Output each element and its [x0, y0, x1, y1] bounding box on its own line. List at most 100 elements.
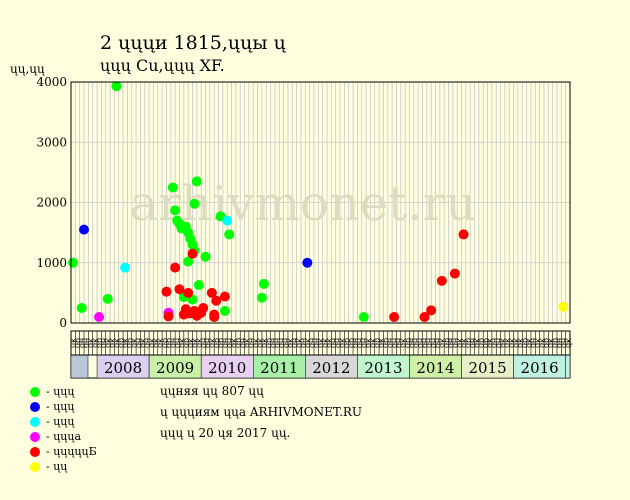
month-label: ųн — [299, 338, 308, 348]
month-label: ųн — [308, 338, 317, 348]
month-label: ųк — [186, 338, 195, 348]
legend-item: - ųųųųųБ — [30, 444, 97, 459]
legend-swatch — [30, 386, 40, 397]
month-label: ųк — [533, 338, 542, 348]
month-label: ųн — [290, 338, 299, 348]
data-point — [79, 224, 90, 235]
legend-swatch — [30, 401, 40, 412]
month-label: ųк — [230, 338, 239, 348]
data-point — [224, 229, 235, 240]
month-label: ųк — [317, 338, 326, 348]
month-label: ųр — [212, 338, 221, 348]
month-label: ųн — [312, 338, 321, 348]
month-label: ųн — [143, 338, 152, 348]
month-label: ųк — [256, 338, 265, 348]
month-label: ųк — [486, 338, 495, 348]
month-label: ųк — [369, 338, 378, 348]
legend-label: - ųųų — [46, 400, 75, 413]
month-label: ųн — [412, 338, 421, 348]
y-tick-label: 1000 — [36, 256, 67, 270]
month-label: ųк — [178, 338, 187, 348]
month-label: ųк — [303, 338, 312, 348]
data-point — [258, 278, 269, 289]
month-label: ųк — [503, 338, 512, 348]
month-label: ųк — [546, 338, 555, 348]
data-point — [120, 262, 131, 273]
data-point — [161, 286, 172, 297]
month-label: ųр — [481, 338, 490, 348]
data-point — [191, 176, 202, 187]
month-label: ųн — [78, 338, 87, 348]
month-label: ųк — [108, 338, 117, 348]
month-label: ųк — [130, 338, 139, 348]
month-label: ųр — [217, 338, 226, 348]
month-label: ųк — [121, 338, 130, 348]
legend-swatch — [30, 446, 40, 457]
legend-item: - ųų — [30, 459, 97, 474]
month-label: ųр — [126, 338, 135, 348]
data-point — [449, 268, 460, 279]
data-point — [183, 256, 194, 267]
month-label: ųр — [347, 338, 356, 348]
data-point — [558, 301, 569, 312]
month-label: ųн — [416, 338, 425, 348]
month-label: ųк — [338, 338, 347, 348]
month-label: ųр — [464, 338, 473, 348]
data-point — [436, 275, 447, 286]
month-label: ųн — [221, 338, 230, 348]
data-point — [389, 311, 400, 322]
month-label: ųр — [182, 338, 191, 348]
legend-swatch — [30, 461, 40, 472]
month-label: ųр — [95, 338, 104, 348]
month-label: ųн — [434, 338, 443, 348]
month-label: ųк — [564, 338, 573, 348]
month-label: ųн — [429, 338, 438, 348]
legend: - ųųų - ųųų - ųųų - ųųųа - ųųųųųБ - ųų — [30, 384, 97, 474]
month-label: ųн — [490, 338, 499, 348]
month-label: ųн — [247, 338, 256, 348]
year-label: 2010 — [208, 359, 246, 377]
month-label: ųн — [82, 338, 91, 348]
month-label: ųр — [117, 338, 126, 348]
data-point — [170, 262, 181, 273]
month-label: ųк — [321, 338, 330, 348]
month-label: ųр — [477, 338, 486, 348]
data-point — [167, 182, 178, 193]
month-label: ųк — [139, 338, 148, 348]
data-point — [458, 229, 469, 240]
legend-label: - ųųų — [46, 415, 75, 428]
month-label: ųр — [520, 338, 529, 348]
month-label: ųн — [468, 338, 477, 348]
month-label: ųк — [156, 338, 165, 348]
year-cell-start — [70, 354, 89, 379]
month-label: ųк — [91, 338, 100, 348]
year-label: 2011 — [260, 359, 298, 377]
month-label: ųн — [555, 338, 564, 348]
data-point — [189, 198, 200, 209]
year-label: 2012 — [312, 359, 350, 377]
data-point — [219, 305, 230, 316]
month-label: ųк — [364, 338, 373, 348]
year-label: 2009 — [156, 359, 194, 377]
data-point — [222, 215, 233, 226]
month-label: ųн — [225, 338, 234, 348]
month-label: ųн — [451, 338, 460, 348]
legend-swatch — [30, 431, 40, 442]
month-label: ųк — [460, 338, 469, 348]
data-point — [256, 292, 267, 303]
month-label: ųн — [199, 338, 208, 348]
month-label: ųн — [282, 338, 291, 348]
note-average: ųųняя ųų 807 ųų — [160, 384, 264, 398]
month-label: ųр — [373, 338, 382, 348]
month-label: ųк — [113, 338, 122, 348]
data-point — [426, 305, 437, 316]
y-tick-label: 0 — [59, 316, 67, 330]
month-label: ųр — [234, 338, 243, 348]
data-point — [174, 284, 185, 295]
year-label: 2014 — [416, 359, 454, 377]
month-label: ųр — [165, 338, 174, 348]
legend-label: - ųų — [46, 460, 68, 473]
data-point — [183, 287, 194, 298]
month-label: ųн — [408, 338, 417, 348]
